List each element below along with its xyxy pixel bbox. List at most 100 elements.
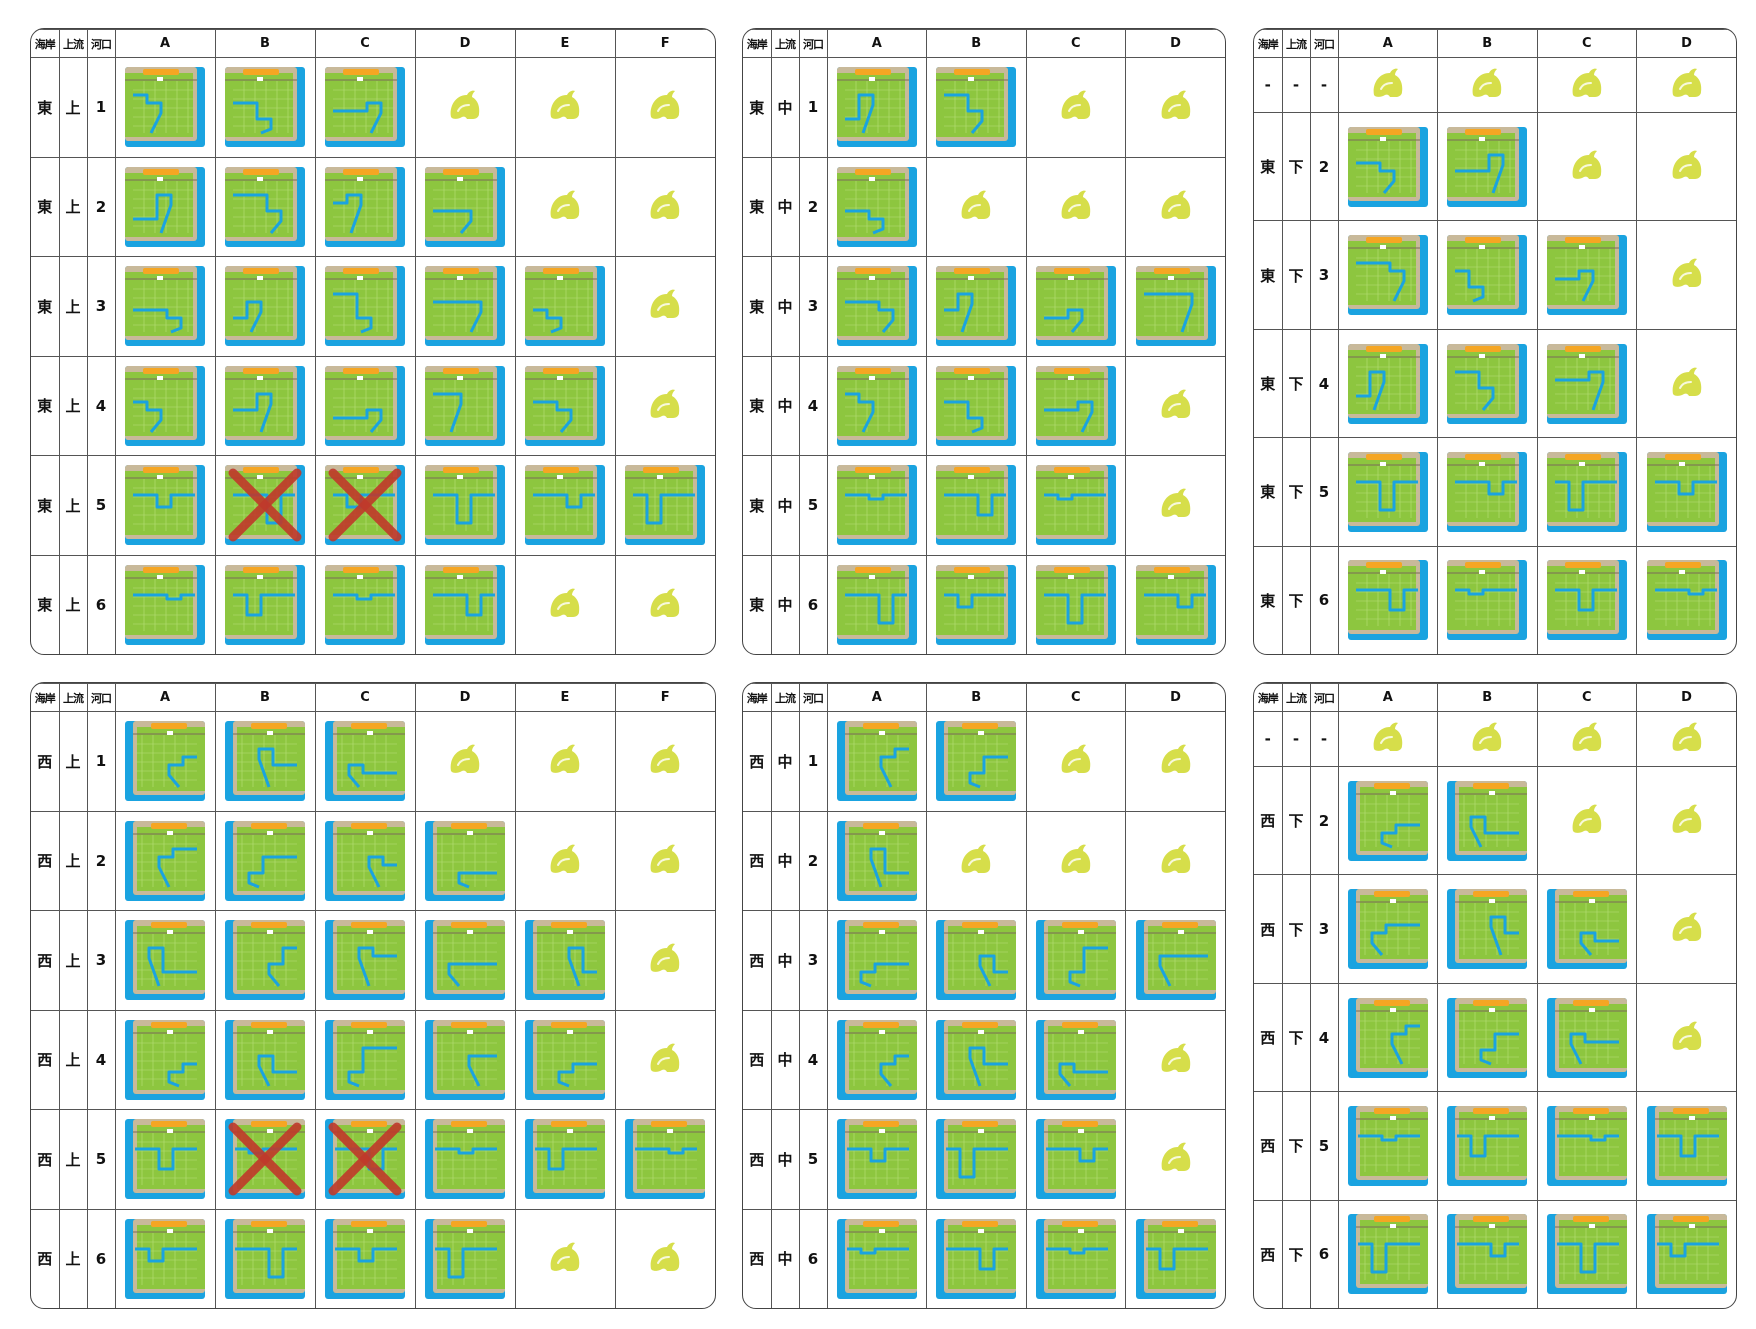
row-mouth-label: 2 [1309, 111, 1339, 222]
row-mouth-label: 6 [86, 1208, 116, 1308]
row-upstream-label: 中 [770, 156, 800, 258]
leaf-icon [614, 910, 715, 1011]
map-tile [314, 156, 416, 258]
header-mouth: 河口 [86, 29, 116, 58]
map-tile [114, 910, 216, 1011]
map-tile [414, 810, 516, 912]
row-mouth-label: 5 [798, 455, 828, 556]
row-mouth-label: 6 [1309, 1199, 1339, 1308]
leaf-icon [1125, 1009, 1225, 1111]
row-upstream-label: 上 [58, 1009, 88, 1111]
leaf-icon [514, 810, 616, 912]
map-tile [1536, 220, 1637, 330]
column-header: B [214, 683, 316, 712]
layout-table: 海岸 上流 河口 A B C D - - - 西下 2 西下 3 西下 4 西下 5 西下 6 [1254, 683, 1736, 1308]
column-header: D [1636, 29, 1736, 58]
map-tile [114, 1208, 216, 1308]
row-upstream-label: 上 [58, 256, 88, 357]
row-upstream-label: 下 [1281, 111, 1311, 222]
row-coast-label: 西 [31, 1109, 60, 1210]
map-tile [926, 355, 1027, 457]
row-coast-label: 東 [743, 57, 772, 158]
column-header: D [414, 683, 516, 712]
row-coast-label: 西 [31, 1208, 60, 1308]
cross-mark-icon [228, 468, 302, 542]
map-tile [1125, 1208, 1225, 1308]
map-tile [826, 1009, 927, 1111]
map-tile [1536, 874, 1637, 984]
map-tile [1337, 328, 1438, 439]
column-header: B [926, 683, 1027, 712]
row-mouth-label: 3 [86, 910, 116, 1011]
cross-mark-icon [328, 468, 402, 542]
leaf-icon [1125, 355, 1225, 457]
map-tile [1437, 874, 1538, 984]
row-coast-label: 西 [1254, 1091, 1283, 1201]
row-mouth-label: 5 [86, 1109, 116, 1210]
layout-panel: 海岸 上流 河口 A B C D 東中 1 東中 2 東中 3 東中 4 東中 5 東中 6 [742, 28, 1226, 655]
row-coast-label: 東 [31, 156, 60, 258]
column-header: F [614, 683, 715, 712]
map-tile [414, 455, 516, 556]
layout-table: 海岸 上流 河口 A B C D 東中 1 東中 2 東中 3 東中 4 東中 5 東中 6 [743, 29, 1225, 654]
map-tile [414, 1109, 516, 1210]
map-tile [1437, 1199, 1538, 1308]
map-tile [826, 810, 927, 912]
leaf-icon [1025, 156, 1126, 258]
map-tile [414, 1208, 516, 1308]
leaf-icon [1636, 982, 1736, 1093]
row-upstream-label: 中 [770, 1208, 800, 1308]
map-tile [826, 711, 927, 812]
row-upstream-label: 下 [1281, 545, 1311, 654]
leaf-icon [1636, 765, 1736, 876]
row-mouth-label: 1 [798, 711, 828, 812]
map-tile [826, 910, 927, 1011]
header-row: 海岸 上流 河口 A B C D [1254, 683, 1736, 712]
map-tile [514, 910, 616, 1011]
row-mouth-label: 6 [798, 1208, 828, 1308]
map-tile [1437, 1091, 1538, 1201]
map-tile [214, 355, 316, 457]
row-mouth-label: 3 [1309, 220, 1339, 330]
row-mouth-label: 4 [1309, 328, 1339, 439]
map-tile [1025, 1208, 1126, 1308]
row-coast-label: - [1254, 711, 1283, 767]
row-mouth-label: 2 [798, 810, 828, 912]
row-upstream-label: 中 [770, 256, 800, 357]
header-coast: 海岸 [743, 29, 772, 58]
map-tile [1636, 437, 1736, 547]
row-upstream-label: 中 [770, 810, 800, 912]
row-coast-label: 東 [31, 256, 60, 357]
leaf-icon [1125, 1109, 1225, 1210]
row-upstream-label: 下 [1281, 1091, 1311, 1201]
map-tile [926, 910, 1027, 1011]
map-tile [214, 57, 316, 158]
map-tile [926, 256, 1027, 357]
row-coast-label: 東 [1254, 111, 1283, 222]
map-tile [114, 156, 216, 258]
row-mouth-label: 1 [86, 57, 116, 158]
map-tile [826, 57, 927, 158]
header-upstream: 上流 [58, 29, 88, 58]
row-coast-label: 東 [1254, 220, 1283, 330]
header-upstream: 上流 [770, 29, 800, 58]
row-coast-label: 東 [31, 455, 60, 556]
leaf-icon [926, 156, 1027, 258]
row-coast-label: 東 [743, 355, 772, 457]
map-tile [114, 1109, 216, 1210]
map-tile [1025, 455, 1126, 556]
row-coast-label: 東 [31, 554, 60, 654]
leaf-icon [614, 554, 715, 654]
map-tile [414, 256, 516, 357]
row-coast-label: 東 [31, 355, 60, 457]
map-tile [826, 256, 927, 357]
header-coast: 海岸 [743, 683, 772, 712]
row-mouth-label: 2 [798, 156, 828, 258]
leaf-icon [1636, 220, 1736, 330]
